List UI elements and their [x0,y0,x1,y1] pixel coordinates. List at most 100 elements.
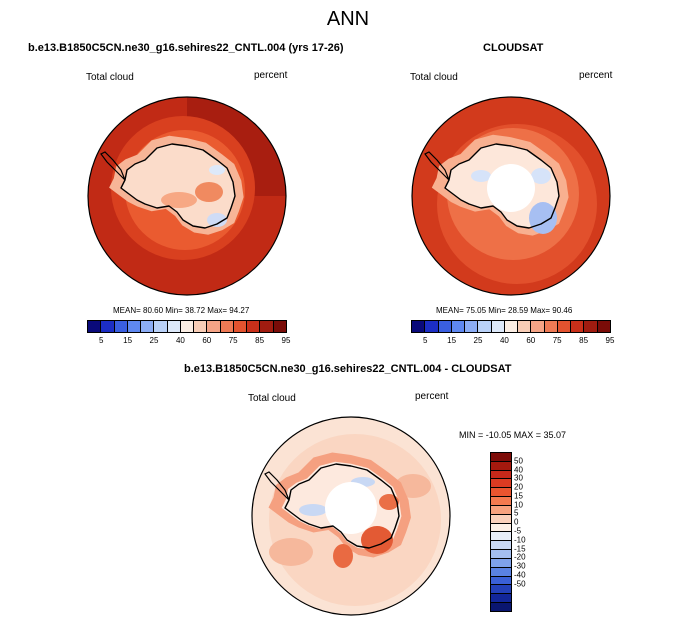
panel-obs-units-label: percent [579,70,613,81]
colorbar-tick-label: 25 [149,336,159,345]
panel-model-title: b.e13.B1850C5CN.ne30_g16.sehires22_CNTL.… [28,42,344,54]
colorbar-swatch [260,321,274,332]
colorbar-swatch [478,321,492,332]
colorbar-tick-label: -10 [514,535,526,545]
colorbar-swatch [247,321,261,332]
panel-diff-variable-label: Total cloud [248,393,296,404]
colorbar-swatch [491,550,511,559]
panel-obs-variable-label: Total cloud [410,72,458,83]
colorbar-swatch [207,321,221,332]
colorbar-tick-label: -50 [514,579,526,589]
colorbar-swatch [557,321,572,332]
colorbar-swatch [518,321,532,332]
colorbar-swatch [491,470,511,480]
diff-colorbar-ticks: 50 40 30 20 15 10 5 0 -5 -10 -15 -20 -30 -40 -50 [514,452,544,610]
panel-obs-stats: MEAN= 75.05 Min= 28.59 Max= 90.46 [436,306,573,315]
colorbar-tick-label: 5 [98,336,104,345]
colorbar-swatch [465,321,479,332]
diff-polar-map [251,416,451,616]
colorbar-tick-label: 95 [605,336,615,345]
colorbar-swatch [491,453,511,462]
panel-model-variable-label: Total cloud [86,72,134,83]
colorbar-swatch [584,321,598,332]
colorbar-swatch [571,321,585,332]
colorbar-swatch [491,497,511,506]
colorbar-swatch [233,321,248,332]
colorbar-tick-label: 30 [514,473,523,483]
colorbar-swatch [491,603,511,611]
panel-diff-title: b.e13.B1850C5CN.ne30_g16.sehires22_CNTL.… [184,363,512,375]
colorbar-tick-label: 15 [447,336,457,345]
colorbar-tick-label: 40 [175,336,185,345]
colorbar-swatch [491,461,511,471]
colorbar-tick-label: 25 [473,336,483,345]
colorbar-swatch [491,558,511,568]
panel-obs-title: CLOUDSAT [483,42,544,54]
colorbar-swatch [194,321,208,332]
colorbar-tick-label: 75 [552,336,562,345]
colorbar-tick-label: -30 [514,561,526,571]
colorbar-tick-label: 50 [514,456,523,466]
colorbar-swatch [167,321,181,332]
colorbar-swatch [491,594,511,604]
colorbar-swatch [101,321,115,332]
colorbar-swatch [273,321,286,332]
colorbar-swatch [491,479,511,489]
colorbar-swatch [597,321,610,332]
colorbar-tick-label: 5 [422,336,428,345]
colorbar-tick-label: 95 [281,336,291,345]
obs-colorbar [411,320,611,333]
panel-model-units-label: percent [254,70,288,81]
colorbar-tick-label: 0 [514,517,519,527]
colorbar-swatch [491,488,511,498]
model-polar-map [87,96,287,296]
colorbar-swatch [491,523,511,533]
colorbar-tick-label: -20 [514,552,526,562]
panel-diff-units-label: percent [415,391,449,402]
panel-model-stats: MEAN= 80.60 Min= 38.72 Max= 94.27 [113,306,250,315]
colorbar-tick-label: 75 [228,336,238,345]
colorbar-swatch [491,505,511,515]
diff-colorbar [490,452,512,612]
colorbar-swatch [114,321,128,332]
colorbar-swatch [504,321,519,332]
figure-title: ANN [326,8,370,30]
model-colorbar [87,320,287,333]
obs-colorbar-ticks: 5 15 25 40 60 75 85 95 [411,336,614,346]
colorbar-swatch [491,532,511,542]
colorbar-swatch [154,321,168,332]
colorbar-tick-label: -15 [514,544,526,554]
colorbar-swatch [491,541,511,551]
colorbar-swatch [491,585,511,595]
colorbar-swatch [127,321,142,332]
colorbar-swatch [491,321,505,332]
colorbar-tick-label: 15 [123,336,133,345]
colorbar-tick-label: 60 [202,336,212,345]
colorbar-tick-label: 85 [255,336,265,345]
panel-diff-stats: MIN = -10.05 MAX = 35.07 [459,430,567,440]
colorbar-tick-label: 60 [526,336,536,345]
colorbar-swatch [491,576,511,586]
colorbar-swatch [531,321,545,332]
colorbar-tick-label: 15 [514,491,523,501]
colorbar-tick-label: 10 [514,500,523,510]
colorbar-swatch [544,321,558,332]
colorbar-tick-label: -40 [514,570,526,580]
colorbar-tick-label: -5 [514,526,522,536]
model-colorbar-ticks: 5 15 25 40 60 75 85 95 [87,336,290,346]
colorbar-swatch [451,321,466,332]
colorbar-tick-label: 5 [514,508,519,518]
colorbar-swatch [491,567,511,577]
colorbar-swatch [438,321,452,332]
colorbar-tick-label: 85 [579,336,589,345]
colorbar-swatch [220,321,234,332]
colorbar-swatch [88,321,102,332]
colorbar-swatch [412,321,426,332]
obs-polar-map [411,96,611,296]
colorbar-tick-label: 40 [499,336,509,345]
colorbar-swatch [180,321,195,332]
colorbar-tick-label: 20 [514,482,523,492]
colorbar-swatch [491,514,511,524]
colorbar-swatch [425,321,439,332]
colorbar-swatch [141,321,155,332]
